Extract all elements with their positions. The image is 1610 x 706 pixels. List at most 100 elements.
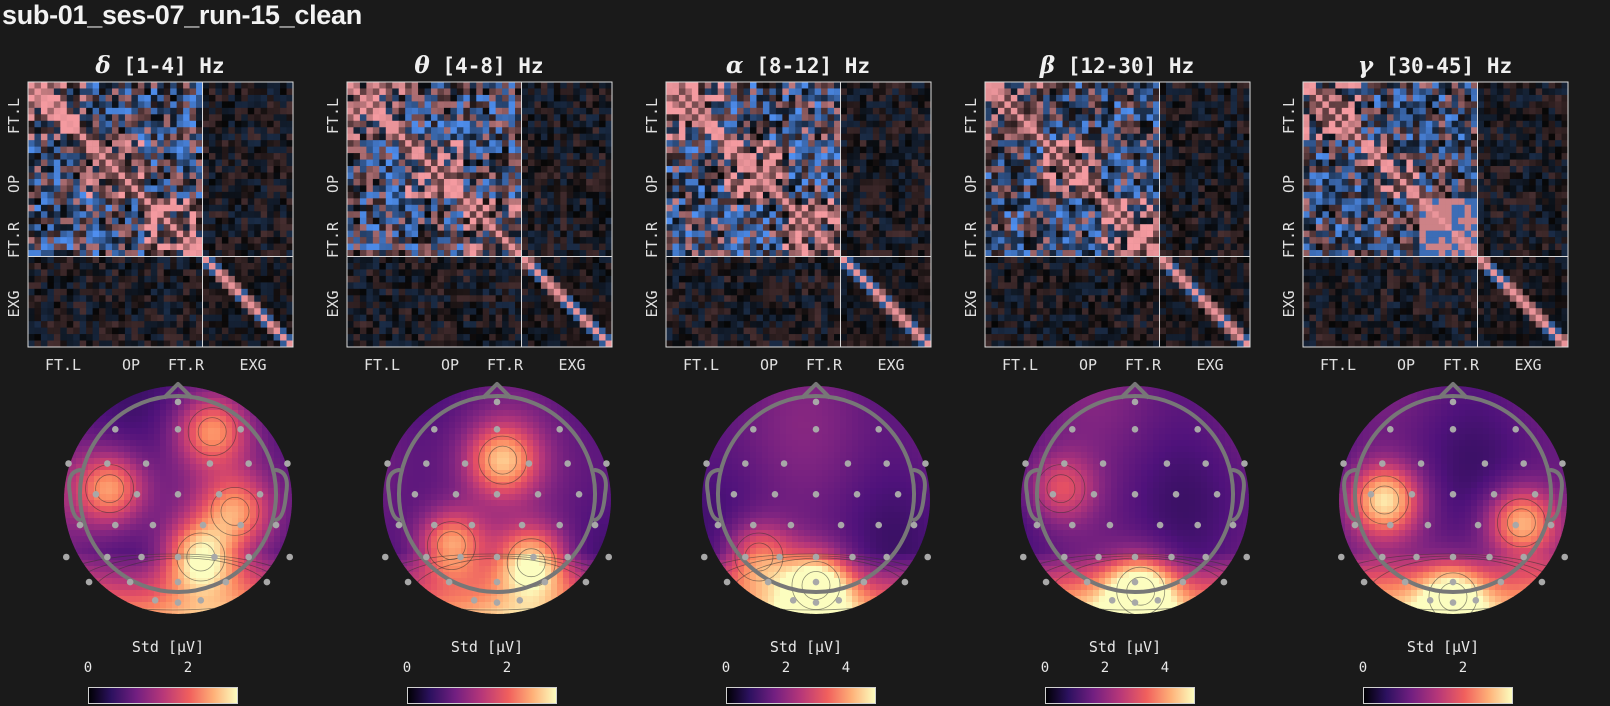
matrix-cell [431, 185, 438, 193]
topomap-pixel [262, 416, 269, 423]
matrix-cell [254, 308, 261, 315]
matrix-cell [215, 178, 223, 186]
matrix-cell [359, 334, 367, 341]
matrix-cell [424, 250, 432, 257]
matrix-cell [599, 107, 606, 115]
matrix-cell [398, 250, 406, 257]
matrix-cell [228, 340, 236, 348]
matrix-cell [437, 308, 445, 315]
matrix-cell [170, 159, 177, 167]
matrix-cell [424, 262, 432, 270]
matrix-cell [112, 230, 119, 238]
matrix-cell [157, 88, 165, 96]
matrix-cell [221, 94, 229, 102]
matrix-cell [79, 237, 87, 244]
matrix-cell [553, 191, 561, 199]
topomap-pixel [419, 422, 426, 429]
matrix-cell [579, 275, 587, 283]
matrix-cell [53, 178, 61, 186]
topomap-pixel [202, 500, 209, 507]
matrix-cell [566, 133, 574, 141]
matrix-cell [86, 120, 93, 128]
matrix-cell [260, 327, 268, 335]
matrix-cell [208, 198, 216, 206]
matrix-cell [424, 295, 432, 303]
matrix-cell [463, 340, 471, 348]
matrix-cell [73, 185, 81, 193]
matrix-cell [286, 172, 294, 180]
matrix-cell [379, 250, 387, 257]
topomap-pixel [190, 398, 197, 405]
matrix-cell [202, 101, 210, 109]
matrix-cell [579, 211, 587, 219]
matrix-cell [228, 127, 236, 135]
topomap-pixel [244, 428, 251, 435]
matrix-cell [105, 217, 113, 225]
matrix-cell [527, 172, 535, 180]
matrix-cell [469, 269, 477, 277]
topomap-pixel [118, 398, 125, 405]
matrix-cell [450, 230, 458, 238]
topomap-pixel [286, 500, 292, 507]
matrix-cell [405, 256, 412, 264]
matrix-cell [137, 327, 145, 335]
topomap-pixel [274, 542, 281, 549]
topomap-pixel [497, 446, 504, 453]
topomap-pixel [166, 470, 173, 477]
matrix-cell [124, 217, 132, 225]
matrix-cell [260, 166, 268, 173]
topomap-pixel [232, 590, 239, 597]
matrix-cell [437, 178, 445, 186]
matrix-cell [547, 178, 555, 186]
matrix-cell [463, 301, 471, 309]
topomap-pixel [262, 560, 269, 567]
matrix-cell [359, 288, 367, 296]
matrix-cell [359, 295, 367, 303]
matrix-cell [443, 146, 451, 154]
topomap-pixel [196, 416, 203, 423]
matrix-cell [73, 191, 81, 199]
topomap-pixel [178, 542, 185, 549]
matrix-cell [34, 314, 42, 322]
topomap-pixel [220, 518, 227, 525]
topomap-pixel [184, 428, 191, 435]
matrix-cell [131, 262, 139, 270]
matrix-cell [385, 172, 393, 180]
band-range: [1-4] Hz [110, 54, 225, 78]
matrix-cell [359, 146, 367, 154]
matrix-cell [118, 334, 126, 341]
topomap-pixel [136, 386, 143, 393]
topomap-pixel [100, 440, 107, 447]
matrix-cell [144, 153, 152, 160]
matrix-cell [385, 211, 393, 219]
topomap-pixel [148, 602, 155, 609]
topomap-pixel [479, 410, 486, 417]
matrix-cell [431, 282, 438, 290]
matrix-cell [431, 172, 438, 180]
matrix-cell [463, 282, 471, 290]
matrix-cell [463, 127, 471, 135]
matrix-cell [99, 308, 106, 315]
matrix-cell [379, 198, 387, 206]
topomap-pixel [274, 470, 281, 477]
matrix-cell [456, 334, 464, 341]
matrix-cell [92, 114, 100, 122]
matrix-cell [73, 204, 81, 212]
topomap-pixel [154, 524, 161, 531]
matrix-cell [221, 166, 229, 173]
topomap-pixel [184, 530, 191, 537]
matrix-cell [385, 94, 393, 102]
topomap-pixel [106, 542, 113, 549]
topomap-pixel [202, 566, 209, 573]
matrix-cell [359, 256, 367, 264]
topomap-pixel [268, 566, 275, 573]
matrix-cell [273, 314, 281, 322]
matrix-cell [241, 321, 249, 328]
matrix-cell [379, 321, 387, 328]
matrix-cell [34, 288, 42, 296]
topomap-pixel [220, 548, 227, 555]
matrix-cell [196, 301, 203, 309]
topomap-pixel [184, 410, 191, 417]
topomap-pixel [250, 476, 257, 483]
matrix-cell [469, 275, 477, 283]
